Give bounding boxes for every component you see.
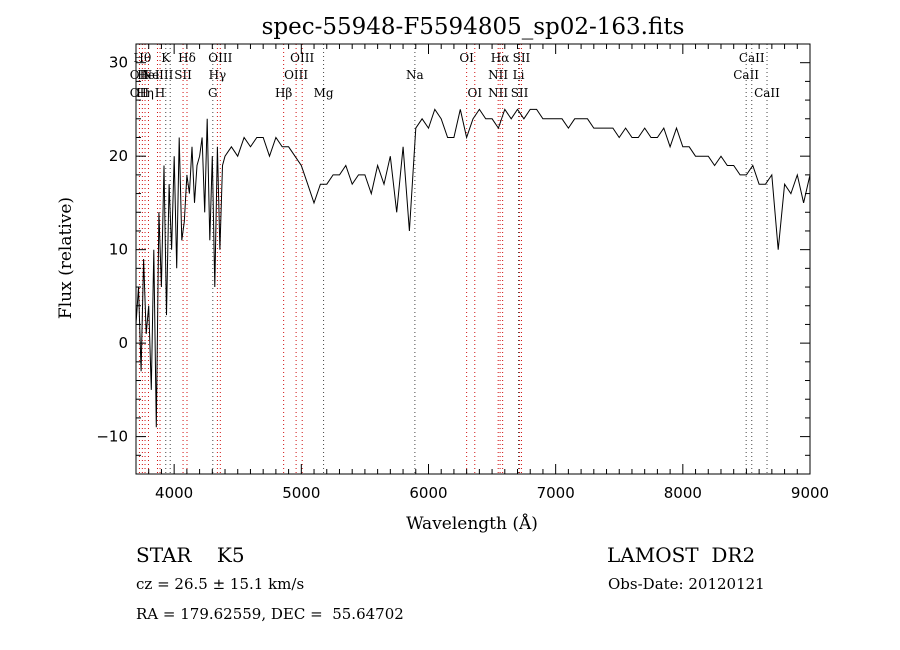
x-tick-label: 9000 <box>791 484 829 502</box>
spectral-line-label: NII <box>488 86 508 100</box>
spectral-line-label: Hδ <box>178 51 196 65</box>
y-tick-label: 20 <box>109 147 128 165</box>
axis-ticks <box>135 43 811 475</box>
spectral-line-label: Mg <box>314 86 334 100</box>
sky-coordinates: RA = 179.62559, DEC = 55.64702 <box>136 605 404 623</box>
spectral-line-label: SII <box>511 86 529 100</box>
spectral-line-label: Hβ <box>275 86 292 100</box>
spectral-line-label: OI <box>467 86 482 100</box>
object-class: STAR K5 <box>136 543 245 567</box>
x-tick-label: 4000 <box>155 484 193 502</box>
spectral-line-label: H <box>155 86 165 100</box>
y-tick-label: 10 <box>109 241 128 259</box>
spectral-line-label: K <box>161 51 171 65</box>
x-tick-label: 5000 <box>282 484 320 502</box>
spectral-line-label: NeIII <box>142 68 174 82</box>
y-tick-label: −10 <box>96 428 128 446</box>
spectral-line-label: CaII <box>733 68 759 82</box>
spectral-line-label: OIII <box>290 51 314 65</box>
spectral-line-label: HeI <box>137 68 160 82</box>
spectral-line-markers <box>138 44 768 474</box>
spectral-line-label: OII <box>130 68 150 82</box>
spectral-line-label: G <box>208 86 218 100</box>
spectrum-line <box>135 108 811 428</box>
radial-velocity: cz = 26.5 ± 15.1 km/s <box>136 575 305 593</box>
x-tick-label: 6000 <box>409 484 447 502</box>
spectral-line-label: Li <box>513 68 525 82</box>
spectral-line-label: OII <box>130 86 150 100</box>
x-axis-label: Wavelength (Å) <box>406 513 538 534</box>
spectral-line-label: SII <box>174 68 192 82</box>
spectral-line-label: OIII <box>284 68 308 82</box>
chart-title: spec-55948-F5594805_sp02-163.fits <box>262 14 685 40</box>
spectral-line-label: NII <box>488 68 508 82</box>
spectral-line-label: CaII <box>754 86 780 100</box>
survey-name: LAMOST DR2 <box>607 543 756 567</box>
spectral-line-label: Hγ <box>209 68 227 82</box>
spectral-line-label: OI <box>459 51 474 65</box>
axis-tick-labels: 4000 5000 6000 7000 8000 9000 −10 0 10 20 30 <box>96 54 829 502</box>
observation-date: Obs-Date: 20120121 <box>608 575 765 593</box>
spectral-line-label: Hα <box>491 51 510 65</box>
spectral-line-label: SII <box>513 51 531 65</box>
x-tick-label: 8000 <box>664 484 702 502</box>
x-tick-label: 7000 <box>537 484 575 502</box>
spectral-line-label: Na <box>406 68 424 82</box>
y-tick-label: 30 <box>109 54 128 72</box>
plot-frame <box>135 43 811 475</box>
spectral-line-label: CaII <box>739 51 765 65</box>
y-axis-label: Flux (relative) <box>56 197 76 319</box>
y-tick-label: 0 <box>118 334 128 352</box>
spectral-line-label: Hη <box>136 86 154 100</box>
spectrum-series <box>135 108 811 428</box>
spectral-line-label: Hθ <box>134 51 152 65</box>
spectral-line-label: OIII <box>208 51 232 65</box>
